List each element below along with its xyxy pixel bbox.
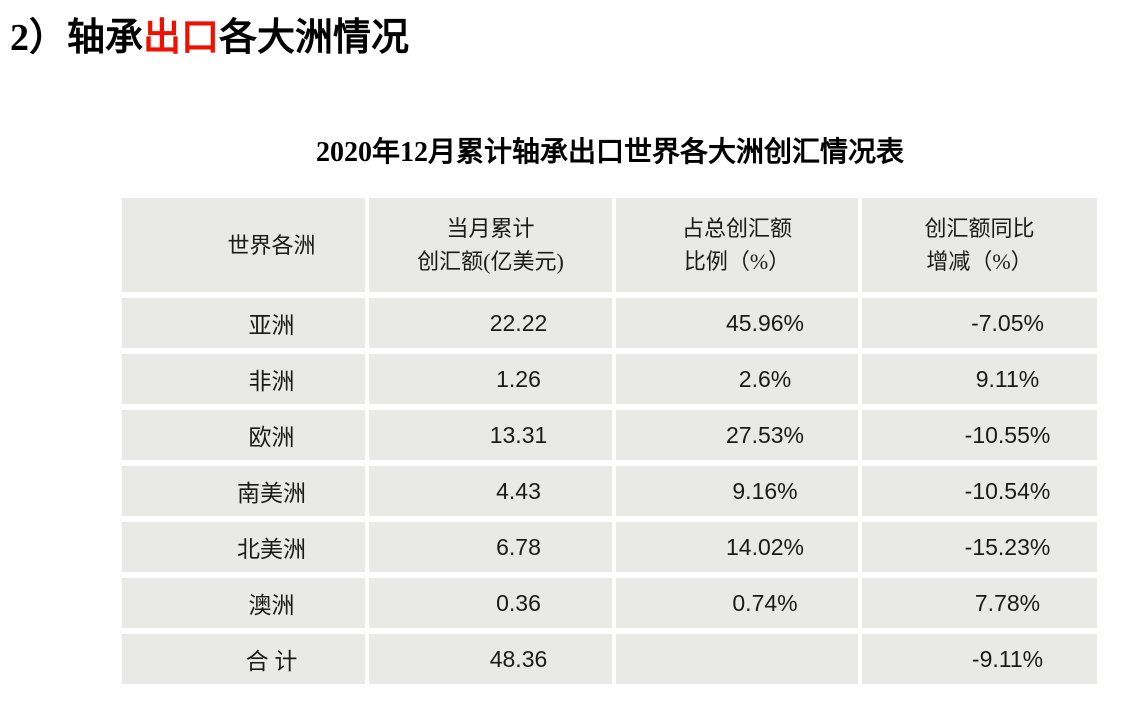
header-line: 当月累计 — [446, 216, 535, 241]
cell-region: 非洲 — [122, 354, 365, 404]
cell-share: 27.53% — [616, 410, 858, 460]
table-row-north-america: 北美洲 6.78 14.02% -15.23% — [122, 522, 1097, 572]
table-header: 世界各洲 当月累计创汇额(亿美元) 占总创汇额比例（%） 创汇额同比增减（%） — [122, 198, 1097, 292]
cell-yoy: -7.05% — [862, 298, 1097, 348]
header-line: 创汇额同比 — [924, 216, 1035, 241]
page-title: 2）轴承出口各大洲情况 — [10, 6, 409, 61]
header-line: 增减（%） — [926, 249, 1033, 274]
cell-share: 0.74% — [616, 578, 858, 628]
table-row-total: 合 计 48.36 -9.11% — [122, 634, 1097, 684]
export-by-continent-table: 世界各洲 当月累计 创汇额(亿美元) 占总创汇额 比例（%） 创汇额同比 增减（%） … — [118, 192, 1101, 690]
header-cell-amount: 当月累计创汇额(亿美元) — [369, 198, 612, 292]
cell-amount: 1.26 — [369, 354, 612, 404]
cell-amount: 4.43 — [369, 466, 612, 516]
header-line: 创汇额(亿美元) — [417, 249, 564, 274]
cell-amount: 13.31 — [369, 410, 612, 460]
cell-yoy: 9.11% — [862, 354, 1097, 404]
header-cell-continent: 世界各洲 — [122, 198, 365, 292]
cell-yoy: -9.11% — [862, 634, 1097, 684]
cell-region: 合 计 — [122, 634, 365, 684]
cell-amount: 48.36 — [369, 634, 612, 684]
cell-amount: 22.22 — [369, 298, 612, 348]
table-row-africa: 非洲 1.26 2.6% 9.11% — [122, 354, 1097, 404]
cell-amount: 0.36 — [369, 578, 612, 628]
page-title-highlight: 出口 — [143, 17, 220, 59]
table-row-europe: 欧洲 13.31 27.53% -10.55% — [122, 410, 1097, 460]
table-body: 亚洲 22.22 45.96% -7.05% 非洲 1.26 2.6% 9.11… — [122, 298, 1097, 684]
cell-region: 亚洲 — [122, 298, 365, 348]
header-row: 世界各洲 当月累计创汇额(亿美元) 占总创汇额比例（%） 创汇额同比增减（%） — [122, 198, 1097, 292]
header-cell-yoy: 创汇额同比增减（%） — [862, 198, 1097, 292]
cell-yoy: -10.54% — [862, 466, 1097, 516]
cell-share: 9.16% — [616, 466, 858, 516]
header-line: 世界各洲 — [227, 232, 316, 258]
cell-yoy: -10.55% — [862, 410, 1097, 460]
cell-region: 澳洲 — [122, 578, 365, 628]
cell-share: 45.96% — [616, 298, 858, 348]
cell-region: 南美洲 — [122, 466, 365, 516]
cell-share — [616, 634, 858, 684]
table-title: 2020年12月累计轴承出口世界各大洲创汇情况表 — [315, 137, 904, 168]
table-row-asia: 亚洲 22.22 45.96% -7.05% — [122, 298, 1097, 348]
cell-yoy: -15.23% — [862, 522, 1097, 572]
cell-share: 2.6% — [616, 354, 858, 404]
cell-yoy: 7.78% — [862, 578, 1097, 628]
header-line: 占总创汇额 — [681, 216, 792, 241]
header-cell-share: 占总创汇额比例（%） — [616, 198, 858, 292]
cell-region: 北美洲 — [122, 522, 365, 572]
cell-amount: 6.78 — [369, 522, 612, 572]
page-title-prefix: 2）轴承 — [10, 17, 144, 59]
table-row-south-america: 南美洲 4.43 9.16% -10.54% — [122, 466, 1097, 516]
table-row-oceania: 澳洲 0.36 0.74% 7.78% — [122, 578, 1097, 628]
header-line: 比例（%） — [683, 249, 791, 274]
cell-share: 14.02% — [616, 522, 858, 572]
cell-region: 欧洲 — [122, 410, 365, 460]
page-title-suffix: 各大洲情况 — [219, 17, 410, 59]
